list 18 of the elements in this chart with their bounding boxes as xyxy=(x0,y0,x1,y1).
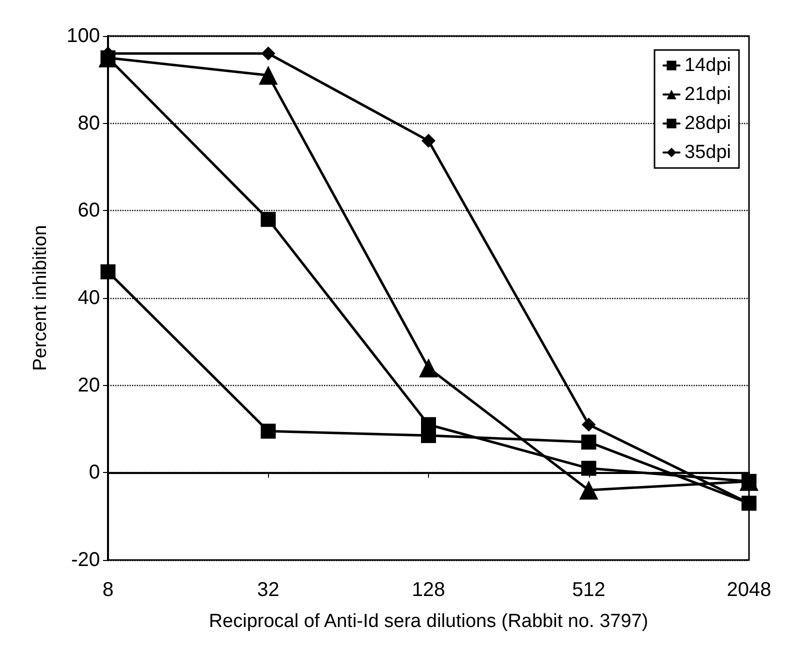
x-tick-label: 2048 xyxy=(726,579,772,601)
y-tick-label: 40 xyxy=(78,287,100,309)
legend-label: 35dpi xyxy=(684,142,732,163)
x-tick-label: 512 xyxy=(572,579,606,601)
y-tick-label: 80 xyxy=(78,112,100,134)
legend-label: 21dpi xyxy=(684,84,732,105)
legend-label: 14dpi xyxy=(684,55,732,76)
y-tick-label: 60 xyxy=(78,200,100,222)
y-tick-label: -20 xyxy=(71,549,100,571)
y-tick-label: 0 xyxy=(88,462,100,484)
x-tick-label: 32 xyxy=(257,579,280,601)
legend-label: 28dpi xyxy=(684,113,732,134)
x-tick-label: 8 xyxy=(102,579,114,601)
y-axis-title: Percent inhibition xyxy=(30,225,51,371)
y-tick-label: 100 xyxy=(66,25,100,47)
x-tick-label: 128 xyxy=(412,579,446,601)
x-axis-title: Reciprocal of Anti-Id sera dilutions (Rabbit no. 3797) xyxy=(208,611,648,632)
y-tick-label: 20 xyxy=(78,374,100,396)
